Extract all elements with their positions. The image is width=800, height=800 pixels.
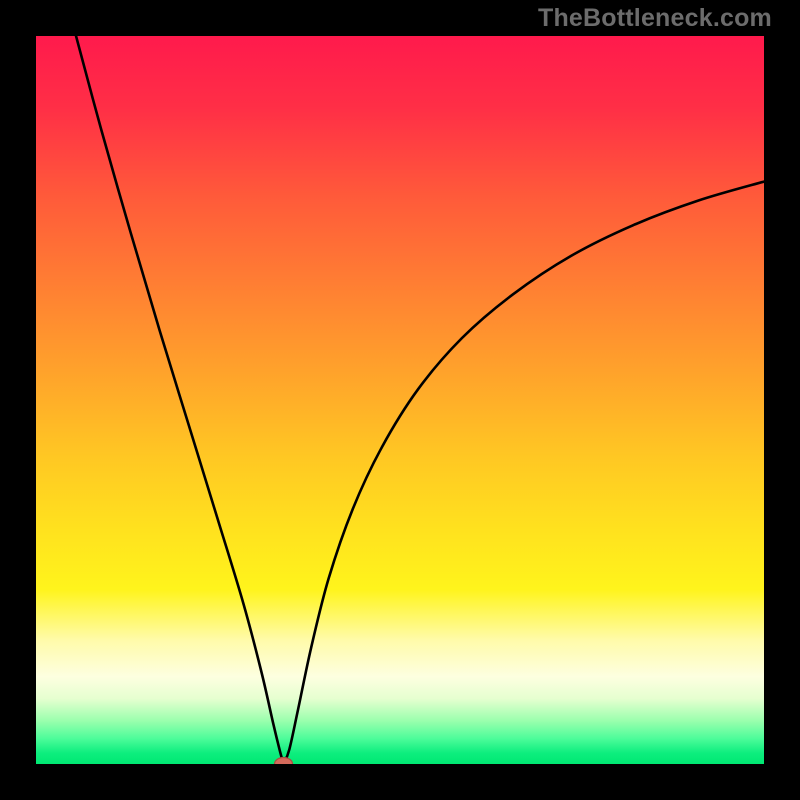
chart-svg	[0, 0, 800, 800]
plot-background	[36, 36, 764, 764]
watermark-text: TheBottleneck.com	[538, 4, 772, 33]
